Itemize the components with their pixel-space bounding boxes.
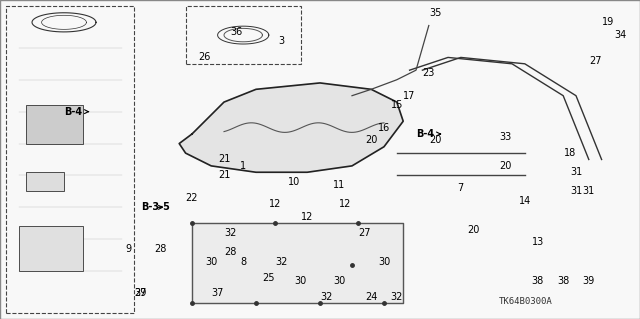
Text: B-4: B-4 bbox=[416, 129, 440, 139]
Text: 7: 7 bbox=[458, 183, 464, 193]
Text: 35: 35 bbox=[429, 8, 442, 18]
Bar bbox=[186, 6, 301, 64]
Text: 28: 28 bbox=[154, 244, 166, 254]
Text: 37: 37 bbox=[211, 288, 224, 299]
Text: 30: 30 bbox=[378, 256, 390, 267]
Text: 16: 16 bbox=[378, 122, 390, 133]
Text: TK64B0300A: TK64B0300A bbox=[499, 297, 553, 306]
Text: 32: 32 bbox=[320, 292, 333, 302]
Text: 32: 32 bbox=[224, 228, 237, 238]
Text: 24: 24 bbox=[365, 292, 378, 302]
Text: 29: 29 bbox=[134, 288, 147, 299]
Text: 20: 20 bbox=[467, 225, 480, 235]
Text: 3: 3 bbox=[278, 36, 285, 47]
Text: 31: 31 bbox=[582, 186, 595, 197]
Text: 30: 30 bbox=[205, 256, 218, 267]
Text: 11: 11 bbox=[333, 180, 346, 190]
Text: 12: 12 bbox=[301, 212, 314, 222]
Text: 20: 20 bbox=[365, 135, 378, 145]
Text: 22: 22 bbox=[186, 193, 198, 203]
Text: 9: 9 bbox=[125, 244, 131, 254]
Text: 10: 10 bbox=[288, 177, 301, 187]
Text: 25: 25 bbox=[262, 272, 275, 283]
Text: 28: 28 bbox=[224, 247, 237, 257]
Text: 34: 34 bbox=[614, 30, 627, 40]
Text: 38: 38 bbox=[557, 276, 570, 286]
Text: 20: 20 bbox=[429, 135, 442, 145]
Text: 21: 21 bbox=[218, 154, 230, 165]
Text: 14: 14 bbox=[518, 196, 531, 206]
Text: 15: 15 bbox=[390, 100, 403, 110]
Text: B-4: B-4 bbox=[64, 107, 88, 117]
Bar bbox=[6, 6, 134, 313]
Text: 30: 30 bbox=[333, 276, 346, 286]
Text: 31: 31 bbox=[570, 167, 582, 177]
Text: 21: 21 bbox=[218, 170, 230, 181]
Text: 37: 37 bbox=[134, 288, 147, 299]
Text: 18: 18 bbox=[563, 148, 576, 158]
Text: 8: 8 bbox=[240, 256, 246, 267]
Text: 23: 23 bbox=[422, 68, 435, 78]
Bar bbox=[26, 105, 83, 144]
Text: 38: 38 bbox=[531, 276, 544, 286]
Text: 36: 36 bbox=[230, 27, 243, 37]
Text: 19: 19 bbox=[602, 17, 614, 27]
Polygon shape bbox=[179, 83, 403, 172]
Text: 33: 33 bbox=[499, 132, 512, 142]
Text: 31: 31 bbox=[570, 186, 582, 197]
Text: 20: 20 bbox=[499, 161, 512, 171]
Text: 26: 26 bbox=[198, 52, 211, 63]
Text: 27: 27 bbox=[358, 228, 371, 238]
Text: B-3-5: B-3-5 bbox=[141, 202, 170, 212]
Text: 30: 30 bbox=[294, 276, 307, 286]
Text: 12: 12 bbox=[339, 199, 352, 209]
Text: 1: 1 bbox=[240, 161, 246, 171]
Bar bbox=[19, 226, 83, 271]
Text: 39: 39 bbox=[582, 276, 595, 286]
Bar bbox=[26, 172, 64, 191]
Text: 32: 32 bbox=[275, 256, 288, 267]
Text: 13: 13 bbox=[531, 237, 544, 248]
Text: 32: 32 bbox=[390, 292, 403, 302]
Text: 27: 27 bbox=[589, 56, 602, 66]
Text: 12: 12 bbox=[269, 199, 282, 209]
Text: 17: 17 bbox=[403, 91, 416, 101]
